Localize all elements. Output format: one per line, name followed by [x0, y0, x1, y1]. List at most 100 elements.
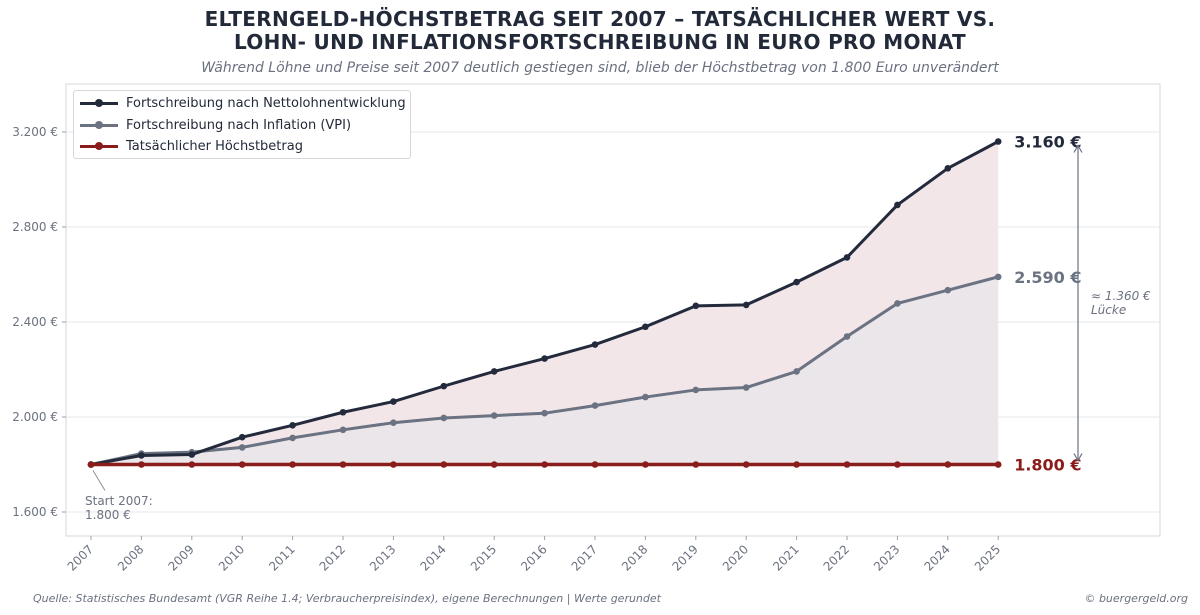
- data-point-vpi: [692, 386, 700, 394]
- x-tick-label: 2025: [972, 542, 1003, 573]
- data-point-vpi: [238, 444, 246, 451]
- data-point-vpi: [490, 412, 498, 419]
- data-point-netto: [994, 138, 1002, 145]
- data-point-actual: [238, 461, 246, 468]
- area-gap-inflation-vs-actual: [91, 276, 999, 465]
- data-point-netto: [390, 398, 397, 405]
- x-tick-label: 2010: [216, 542, 247, 573]
- data-point-actual: [591, 461, 599, 468]
- data-point-actual: [692, 461, 700, 468]
- x-tick-label: 2009: [165, 542, 196, 573]
- data-point-netto: [642, 323, 649, 331]
- legend-swatch-actual: [80, 136, 118, 156]
- data-point-netto: [843, 254, 851, 261]
- data-point-vpi: [793, 368, 800, 375]
- legend-label-netto: Fortschreibung nach Nettolohnentwicklung: [126, 95, 406, 111]
- gap-arrow-head-bottom: [1073, 453, 1083, 462]
- x-tick-label: 2023: [871, 542, 902, 573]
- x-tick-label: 2022: [821, 542, 852, 573]
- area-gap-wage-vs-inflation: [91, 141, 999, 465]
- data-point-vpi: [390, 419, 397, 427]
- start-annotation-line1: Start 2007:: [85, 494, 153, 508]
- x-tick-label: 2011: [266, 542, 297, 573]
- data-point-vpi: [944, 286, 952, 294]
- data-point-vpi: [289, 434, 296, 442]
- data-point-netto: [339, 408, 347, 416]
- x-tick-label: 2014: [417, 542, 448, 573]
- gap-annotation-label: Lücke: [1091, 303, 1126, 317]
- start-annotation-line2: 1.800 €: [85, 508, 131, 522]
- chart-title-line1: ELTERNGELD-HÖCHSTBETRAG SEIT 2007 – TATS…: [204, 7, 996, 31]
- data-point-netto: [440, 382, 448, 390]
- x-tick-label: 2007: [65, 542, 96, 573]
- chart-title: ELTERNGELD-HÖCHSTBETRAG SEIT 2007 – TATS…: [0, 8, 1200, 54]
- chart-title-line2: LOHN- UND INFLATIONSFORTSCHREIBUNG IN EU…: [233, 30, 967, 54]
- data-point-actual: [843, 461, 851, 468]
- data-point-actual: [994, 461, 1002, 468]
- data-point-netto: [894, 201, 901, 209]
- data-point-actual: [490, 461, 498, 468]
- data-point-vpi: [339, 426, 347, 434]
- y-tick-label: 2.400 €: [12, 315, 58, 329]
- end-label-vpi: 2.590 €: [1014, 268, 1081, 287]
- x-tick-label: 2013: [367, 542, 398, 573]
- data-point-actual: [541, 461, 548, 468]
- data-point-actual: [138, 461, 145, 468]
- y-tick-label: 2.000 €: [12, 410, 58, 424]
- x-tick-label: 2021: [770, 542, 801, 573]
- x-tick-label: 2012: [317, 542, 348, 573]
- legend-label-actual: Tatsächlicher Höchstbetrag: [126, 138, 303, 154]
- legend-swatch-netto: [80, 93, 118, 113]
- legend-item-actual: Tatsächlicher Höchstbetrag: [80, 136, 303, 156]
- y-tick-label: 1.600 €: [12, 505, 58, 519]
- data-point-vpi: [440, 414, 448, 422]
- data-point-netto: [742, 301, 750, 309]
- plot-frame: [65, 83, 1161, 537]
- legend-swatch-vpi: [80, 115, 118, 135]
- data-point-actual: [87, 461, 95, 468]
- data-point-actual: [440, 461, 448, 468]
- data-point-netto: [289, 422, 296, 429]
- data-point-actual: [742, 461, 750, 468]
- x-tick-label: 2020: [720, 542, 751, 573]
- data-point-vpi: [843, 333, 851, 340]
- x-tick-label: 2016: [518, 542, 549, 573]
- x-tick-label: 2017: [569, 542, 600, 573]
- data-point-netto: [541, 355, 548, 362]
- end-label-netto: 3.160 €: [1014, 133, 1081, 152]
- data-point-vpi: [541, 409, 548, 417]
- x-tick-label: 2008: [115, 542, 146, 573]
- data-point-actual: [339, 461, 347, 468]
- footer-brand: © buergergeld.org: [1084, 592, 1188, 605]
- legend-item-netto: Fortschreibung nach Nettolohnentwicklung: [80, 93, 406, 113]
- footer-source: Quelle: Statistisches Bundesamt (VGR Rei…: [33, 592, 661, 605]
- data-point-actual: [289, 461, 296, 468]
- data-point-vpi: [894, 300, 901, 307]
- start-annotation-pointer: [92, 470, 106, 491]
- chart-legend: Fortschreibung nach Nettolohnentwicklung…: [73, 90, 411, 159]
- data-point-netto: [138, 452, 145, 459]
- data-point-netto: [591, 341, 599, 348]
- x-tick-label: 2024: [921, 542, 952, 573]
- x-tick-label: 2019: [669, 542, 700, 573]
- data-point-netto: [692, 302, 700, 310]
- data-point-actual: [188, 461, 196, 468]
- data-point-vpi: [994, 273, 1002, 281]
- data-point-actual: [793, 461, 800, 468]
- y-tick-label: 2.800 €: [12, 220, 58, 234]
- gap-annotation-value: ≈ 1.360 €: [1091, 289, 1151, 303]
- data-point-actual: [390, 461, 397, 468]
- x-tick-label: 2015: [468, 542, 499, 573]
- chart-subtitle: Während Löhne und Preise seit 2007 deutl…: [201, 60, 999, 76]
- legend-item-vpi: Fortschreibung nach Inflation (VPI): [80, 115, 351, 135]
- gap-arrow-head-top: [1073, 144, 1083, 153]
- data-point-actual: [944, 461, 952, 468]
- legend-label-vpi: Fortschreibung nach Inflation (VPI): [126, 117, 352, 133]
- data-point-netto: [238, 433, 246, 441]
- data-point-netto: [793, 278, 800, 286]
- data-point-netto: [490, 368, 498, 375]
- data-point-netto: [188, 451, 196, 458]
- data-point-vpi: [591, 402, 599, 409]
- end-label-actual: 1.800 €: [1014, 456, 1081, 475]
